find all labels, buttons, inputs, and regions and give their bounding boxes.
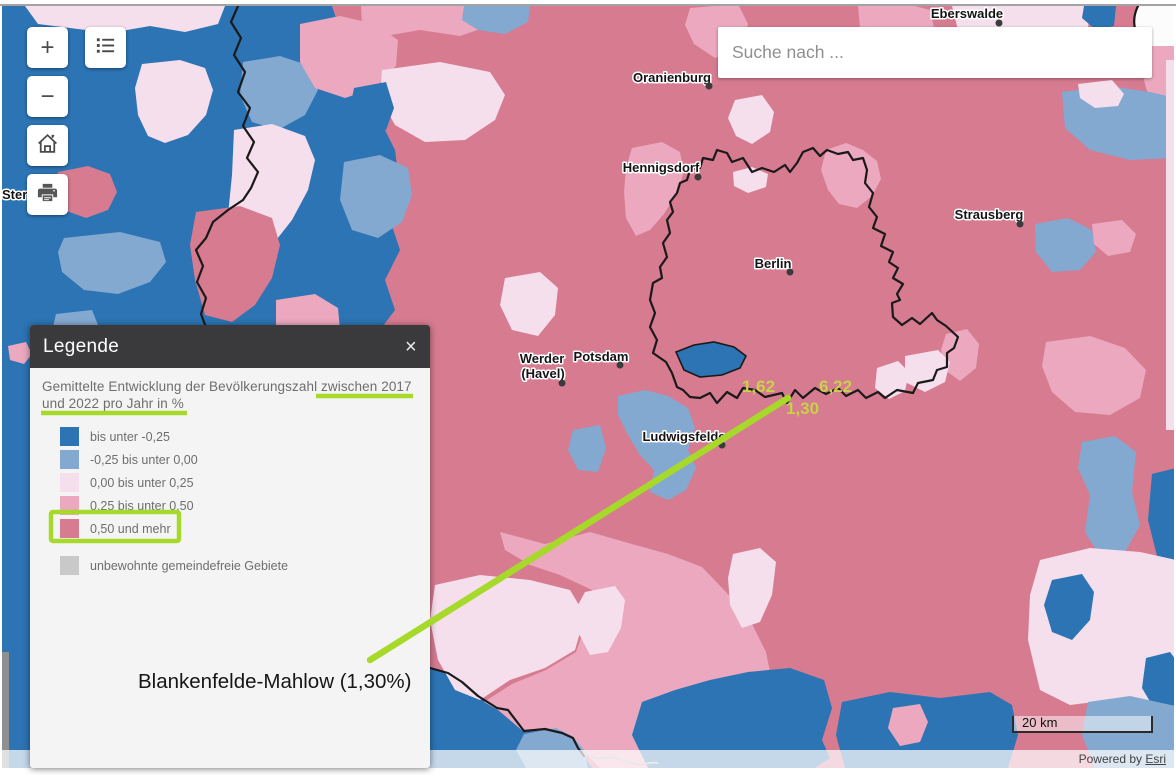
legend-swatch <box>60 427 79 446</box>
legend-item-label: 0,00 bis unter 0,25 <box>90 475 194 490</box>
legend-note-item: unbewohnte gemeindefreie Gebiete <box>60 554 430 577</box>
search-box <box>718 27 1152 78</box>
minus-icon: − <box>40 82 55 110</box>
zoom-in-button[interactable]: + <box>27 27 68 68</box>
legend-items: bis unter -0,25 -0,25 bis unter 0,00 0,0… <box>60 425 430 577</box>
legend-title: Legende <box>43 335 120 357</box>
legend-item-label: bis unter -0,25 <box>90 429 170 444</box>
state-boundary-west <box>194 6 260 332</box>
city-dot-werder <box>558 379 566 387</box>
plus-icon: + <box>40 33 55 61</box>
esri-link[interactable]: Esri <box>1145 752 1166 766</box>
legend-description-line2: und 2022 pro Jahr in % <box>42 396 184 411</box>
legend-item-label: 0,50 und mehr <box>90 521 171 536</box>
legend-item-highlighted: 0,50 und mehr <box>60 517 430 540</box>
list-icon <box>94 34 117 62</box>
legend-swatch <box>60 519 79 538</box>
legend-swatch <box>60 556 79 575</box>
search-input[interactable] <box>718 27 1152 78</box>
city-label-potsdam: Potsdam <box>574 349 629 364</box>
legend-swatch <box>60 473 79 492</box>
state-boundary-south <box>428 666 586 758</box>
legend-description: Gemittelte Entwicklung der Bevölkerungsz… <box>42 378 422 412</box>
legend-swatch <box>60 496 79 515</box>
city-dot-potsdam <box>616 361 624 369</box>
legend-item: 0,00 bis unter 0,25 <box>60 471 430 494</box>
attribution-text: Powered by <box>1078 752 1146 766</box>
scale-bar-label: 20 km <box>1022 715 1058 730</box>
city-label-oranienburg: Oranienburg <box>633 70 711 85</box>
legend-item: -0,25 bis unter 0,00 <box>60 448 430 471</box>
city-label-berlin: Berlin <box>755 256 792 271</box>
legend-description-line1: Gemittelte Entwicklung der Bevölkerungsz… <box>42 379 412 394</box>
legend-item-label: -0,25 bis unter 0,00 <box>90 452 198 467</box>
legend-item-label: 0,25 bis unter 0,50 <box>90 498 194 513</box>
legend-panel: Legende × Gemittelte Entwicklung der Bev… <box>30 325 430 768</box>
city-dot-ludwigsfelde <box>718 441 726 449</box>
city-dot-strausberg <box>1016 220 1024 228</box>
map-regions-east <box>941 60 1174 565</box>
legend-item-label: unbewohnte gemeindefreie Gebiete <box>90 558 289 573</box>
city-dot-hennigsdorf <box>694 173 702 181</box>
legend-header: Legende × <box>30 325 430 368</box>
city-label-strausberg: Strausberg <box>955 207 1024 222</box>
printer-icon <box>36 181 59 209</box>
scale-bar: 20 km <box>1012 716 1153 733</box>
city-label-ludwigsfelde: Ludwigsfelde <box>642 429 725 444</box>
city-dot-berlin <box>786 268 794 276</box>
legend-toggle-button[interactable] <box>85 27 126 68</box>
city-label-hennigsdorf: Hennigsdorf <box>623 160 700 175</box>
city-label-werder-2: (Havel) <box>521 366 564 381</box>
legend-item: 0,25 bis unter 0,50 <box>60 494 430 517</box>
home-icon <box>35 131 60 161</box>
print-button[interactable] <box>27 174 68 215</box>
city-dot-oranienburg <box>705 82 713 90</box>
lake-wannsee <box>674 341 748 378</box>
city-label-partial-west: Ster <box>2 187 27 202</box>
city-label-werder-1: Werder <box>520 351 565 366</box>
home-extent-button[interactable] <box>27 125 68 166</box>
legend-item: bis unter -0,25 <box>60 425 430 448</box>
close-icon[interactable]: × <box>405 335 417 358</box>
city-dot-eberswalde <box>995 19 1003 27</box>
city-label-eberswalde: Eberswalde <box>931 6 1003 21</box>
zoom-out-button[interactable]: − <box>27 76 68 117</box>
berlin-boundary <box>648 146 960 405</box>
legend-swatch <box>60 450 79 469</box>
window-top-edge <box>0 0 1176 6</box>
